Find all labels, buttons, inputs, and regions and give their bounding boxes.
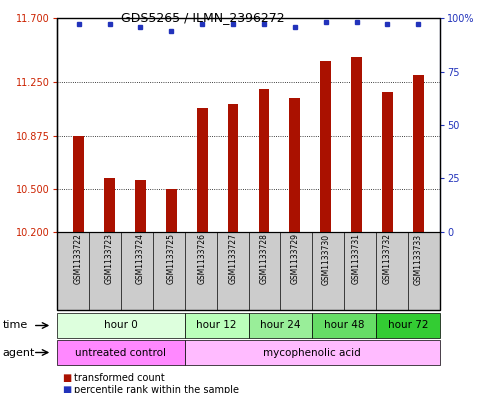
Text: hour 24: hour 24 [260,321,300,331]
Bar [73,136,84,232]
Text: ■: ■ [62,385,71,393]
Text: agent: agent [2,347,35,358]
Text: hour 0: hour 0 [104,321,138,331]
Bar [382,92,393,232]
Bar [135,180,146,232]
Text: hour 72: hour 72 [388,321,428,331]
Bar [320,61,331,232]
Bar [289,98,300,232]
Bar [104,178,115,232]
Text: untreated control: untreated control [75,347,166,358]
Bar [413,75,424,232]
Text: ■: ■ [62,373,71,383]
Bar [166,189,177,232]
Bar [197,108,208,232]
Bar [351,57,362,232]
Text: mycophenolic acid: mycophenolic acid [263,347,361,358]
Text: percentile rank within the sample: percentile rank within the sample [74,385,239,393]
Bar [258,89,270,232]
Text: transformed count: transformed count [74,373,165,383]
Bar [227,104,239,232]
Text: hour 12: hour 12 [196,321,237,331]
Text: GDS5265 / ILMN_2396272: GDS5265 / ILMN_2396272 [121,11,284,24]
Text: time: time [2,321,28,331]
Text: hour 48: hour 48 [324,321,365,331]
